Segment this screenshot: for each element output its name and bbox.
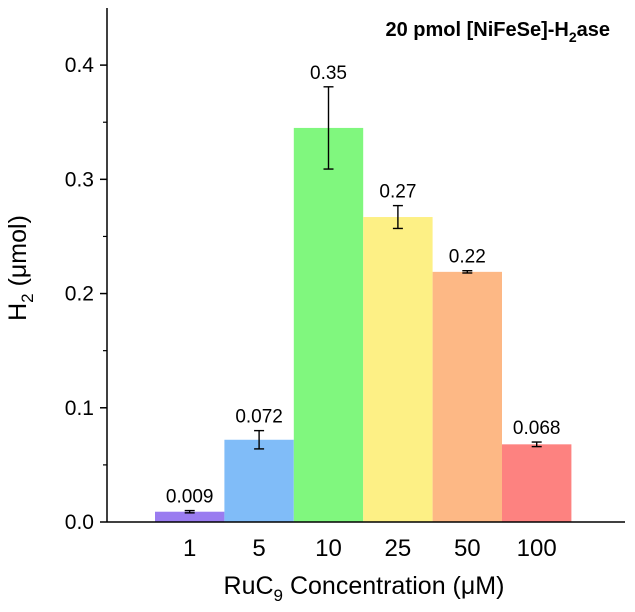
chart-title-subscript: 2 [569,29,577,45]
error-bar-10 [323,86,334,170]
x-tick-label: 1 [183,535,196,562]
y-tick-label: 0.0 [65,511,94,534]
x-axis-title-subscript: 9 [274,586,283,605]
x-tick-label: 5 [252,535,265,562]
y-tick-label: 0.4 [65,54,95,77]
x-axis-title-suffix: Concentration (μM) [283,572,504,600]
errorbars-layer [184,86,542,514]
error-bar-50 [462,270,473,274]
data-labels-layer: 0.009 0.072 0.35 0.27 0.22 0.068 [166,63,561,508]
x-ticks-layer: 1 5 10 25 50 100 [183,535,557,562]
chart-title-prefix: 20 pmol [NiFeSe]-H [385,19,568,41]
x-tick-label: 10 [315,535,342,562]
data-label-1: 0.009 [166,487,214,508]
error-bar-1 [184,509,195,514]
y-axis-title-subscript: 2 [18,293,37,302]
data-label-10: 0.35 [310,63,347,84]
y-tick-label: 0.1 [65,397,94,420]
error-bar-5 [254,429,265,450]
y-tick-label: 0.3 [65,168,94,191]
bar-25 [363,217,433,522]
data-label-25: 0.27 [379,182,416,203]
x-axis-title: RuC9 Concentration (μM) [224,572,505,605]
y-ticks-layer: 0.0 0.1 0.2 0.3 0.4 [65,54,107,534]
x-tick-label: 50 [454,535,481,562]
error-bar-25 [392,204,403,230]
y-tick-label: 0.2 [65,283,94,306]
bar-100 [502,444,572,522]
bar-50 [432,271,502,522]
data-label-5: 0.072 [235,407,283,428]
bar-5 [224,439,294,522]
chart-title-suffix: ase [577,19,610,41]
bar-1 [155,511,225,522]
bar-10 [293,127,364,522]
error-bar-100 [531,441,542,448]
y-axis-title-prefix: H [4,303,32,321]
chart-title: 20 pmol [NiFeSe]-H2ase [385,19,610,45]
axes-layer [106,8,625,523]
data-label-50: 0.22 [449,247,486,268]
x-axis-title-prefix: RuC [224,572,274,600]
y-axis-title-suffix: (μmol) [4,215,32,293]
x-tick-label: 25 [385,535,412,562]
y-axis-title: H2 (μmol) [4,215,37,321]
data-label-100: 0.068 [513,418,561,439]
x-tick-label: 100 [517,535,557,562]
bars-layer [155,127,572,522]
